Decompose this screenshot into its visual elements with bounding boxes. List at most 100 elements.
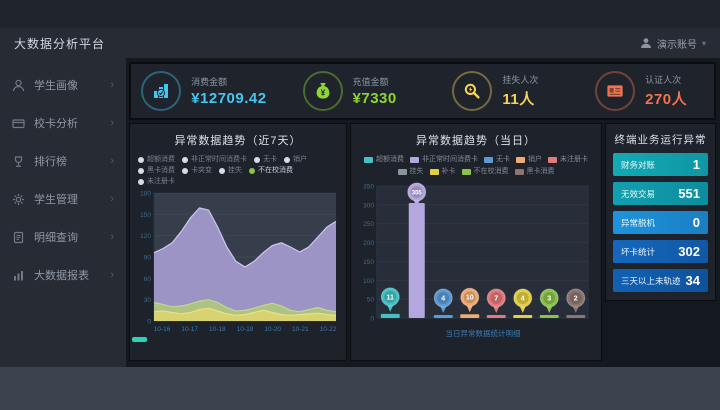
stat-value: 551 (678, 186, 700, 201)
legend-label: 非正常时间消费卡 (422, 156, 478, 163)
balloon-value: 11 (387, 294, 395, 301)
gear-icon (13, 193, 24, 205)
chevron-right-icon: › (110, 155, 114, 167)
svg-text:10-21: 10-21 (292, 326, 309, 333)
balloon-value: 4 (441, 295, 445, 302)
legend-item[interactable]: 超额消费 (364, 154, 404, 165)
svg-text:0: 0 (370, 316, 374, 323)
sidebar-item-detail-query[interactable]: 明细查询 › (0, 218, 126, 256)
legend-swatch-icon (410, 156, 419, 163)
chevron-right-icon: › (110, 117, 114, 129)
area-chart[interactable]: 180 150 120 90 60 30 0 10-16 10-17 10-18 10-19 10-2… (130, 187, 346, 364)
legend-swatch-icon (429, 168, 439, 175)
magnifier-icon (465, 83, 480, 99)
bar-超额消费 (380, 313, 400, 318)
sidebar-item-card-analysis[interactable]: 校卡分析 › (0, 104, 126, 142)
bar-chart[interactable]: 350 300 250 200 150 100 50 0 11 305 4 10 7 4 3 2 当日异常数据统… (351, 178, 601, 361)
legend-item[interactable]: 销户 (284, 154, 307, 165)
legend-item[interactable]: 无卡 (484, 154, 510, 165)
legend-item[interactable]: 非正常时间消费卡 (410, 154, 478, 165)
legend-dot-icon (254, 156, 260, 163)
svg-text:30: 30 (144, 297, 152, 304)
legend-item[interactable]: 无卡 (254, 154, 277, 165)
bar-黑卡消费 (566, 315, 586, 318)
sidebar-item-label: 大数据报表 (34, 270, 89, 282)
sidebar-item-label: 学生画像 (34, 80, 78, 92)
legend-item[interactable]: 挂失 (219, 165, 242, 176)
sidebar-item-bigdata-report[interactable]: 大数据报表 › (0, 256, 126, 294)
svg-text:90: 90 (144, 255, 152, 262)
chevron-right-icon: › (110, 79, 114, 91)
weekly-trend-legend: 超额消费 非正常时间消费卡 无卡 销户黑卡消费 卡突变 挂失 不在校消费未注册卡 (130, 152, 346, 187)
legend-item[interactable]: 挂失 (397, 166, 424, 177)
balloon-value: 4 (521, 295, 525, 302)
stat-label: 坏卡统计 (621, 246, 656, 257)
legend-item[interactable]: 黑卡消费 (138, 165, 175, 176)
legend-label: 不在校消费 (258, 167, 293, 174)
legend-item[interactable]: 黑卡消费 (514, 166, 555, 177)
legend-item[interactable]: 销户 (516, 154, 542, 165)
legend-swatch-icon (484, 156, 493, 163)
chevron-right-icon: › (110, 231, 114, 243)
svg-text:60: 60 (144, 276, 152, 283)
balloon-marker (407, 182, 427, 202)
legend-label: 未注册卡 (147, 178, 175, 185)
stat-value: 302 (678, 244, 700, 259)
bar-未注册卡 (486, 315, 506, 318)
legend-item[interactable]: 不在校消费 (461, 166, 509, 177)
kpi-value: ¥12709.42 (191, 90, 267, 107)
stat-label: 财务对账 (621, 159, 656, 170)
legend-item[interactable]: 非正常时间消费卡 (182, 154, 247, 165)
legend-item[interactable]: 未注册卡 (138, 176, 175, 187)
terminal-anomaly-rows: 财务对账 1 无效交易 551 异常脱机 0 坏卡统计 (606, 151, 715, 300)
legend-dot-icon (138, 167, 144, 174)
svg-text:150: 150 (140, 212, 151, 219)
chart-caption: 当日异常数据统计明细 (446, 328, 521, 338)
legend-item[interactable]: 卡突变 (182, 165, 212, 176)
legend-item[interactable]: 不在校消费 (249, 165, 293, 176)
stat-label: 三天以上未轨迹 (621, 275, 681, 286)
area-chart-canvas: 180 150 120 90 60 30 010-16 10-17 10-18 10-19 10-2… (132, 191, 337, 342)
sidebar-item-label: 校卡分析 (34, 118, 78, 130)
stat-row-finance-reconciliation[interactable]: 财务对账 1 (613, 153, 708, 176)
legend-item[interactable]: 补卡 (429, 166, 456, 177)
sidebar: 学生画像 › 校卡分析 › 排行榜 › 学生管理 › 明细查询 › (0, 58, 126, 367)
card-icon (12, 118, 25, 128)
legend-label: 销户 (528, 156, 542, 163)
stat-label: 无效交易 (621, 188, 656, 199)
panel-title: 终端业务运行异常 (614, 134, 707, 146)
legend-item[interactable]: 未注册卡 (548, 154, 588, 165)
svg-text:¥: ¥ (320, 88, 325, 97)
legend-swatch-icon (548, 156, 557, 163)
sidebar-item-student-management[interactable]: 学生管理 › (0, 180, 126, 218)
balloon-marker (380, 287, 400, 307)
sidebar-item-ranking[interactable]: 排行榜 › (0, 142, 126, 180)
stat-row-invalid-transactions[interactable]: 无效交易 551 (613, 182, 708, 205)
stat-value: 1 (692, 157, 700, 172)
stat-row-bad-card-stats[interactable]: 坏卡统计 302 (613, 240, 708, 263)
header-bar: 大数据分析平台 演示账号 ▾ (0, 28, 720, 58)
dashboard-content: 消费金额 ¥12709.42 ¥ 充值金额 ¥7330 (126, 58, 720, 367)
kpi-icon-ring (595, 71, 636, 111)
svg-text:10-19: 10-19 (237, 326, 254, 333)
balloon-value: 3 (547, 295, 551, 302)
panel-title: 异常数据趋势（当日） (416, 135, 536, 147)
kpi-label: 认证人次 (645, 75, 682, 85)
svg-text:10-18: 10-18 (209, 326, 226, 333)
kpi-icon-ring (141, 71, 182, 111)
svg-text:150: 150 (363, 259, 374, 266)
sidebar-item-label: 学生管理 (34, 194, 78, 206)
user-menu[interactable]: 演示账号 ▾ (640, 36, 706, 51)
weekly-trend-panel: 异常数据趋势（近7天） 超额消费 非正常时间消费卡 无卡 销户 黑卡消费 卡突变 挂失 不在校… (129, 123, 347, 361)
legend-item[interactable]: 超额消费 (138, 154, 175, 165)
legend-label: 黑卡消费 (147, 167, 175, 174)
legend-swatch-icon (364, 156, 373, 163)
id-card-icon (607, 85, 623, 97)
sidebar-item-student-portrait[interactable]: 学生画像 › (0, 66, 126, 104)
legend-label: 无卡 (263, 156, 277, 163)
balloon-marker (539, 288, 559, 308)
stat-value: 0 (692, 215, 700, 230)
legend-dot-icon (182, 156, 188, 163)
stat-row-no-trace-3days[interactable]: 三天以上未轨迹 34 (613, 269, 708, 292)
stat-row-abnormal-offline[interactable]: 异常脱机 0 (613, 211, 708, 234)
